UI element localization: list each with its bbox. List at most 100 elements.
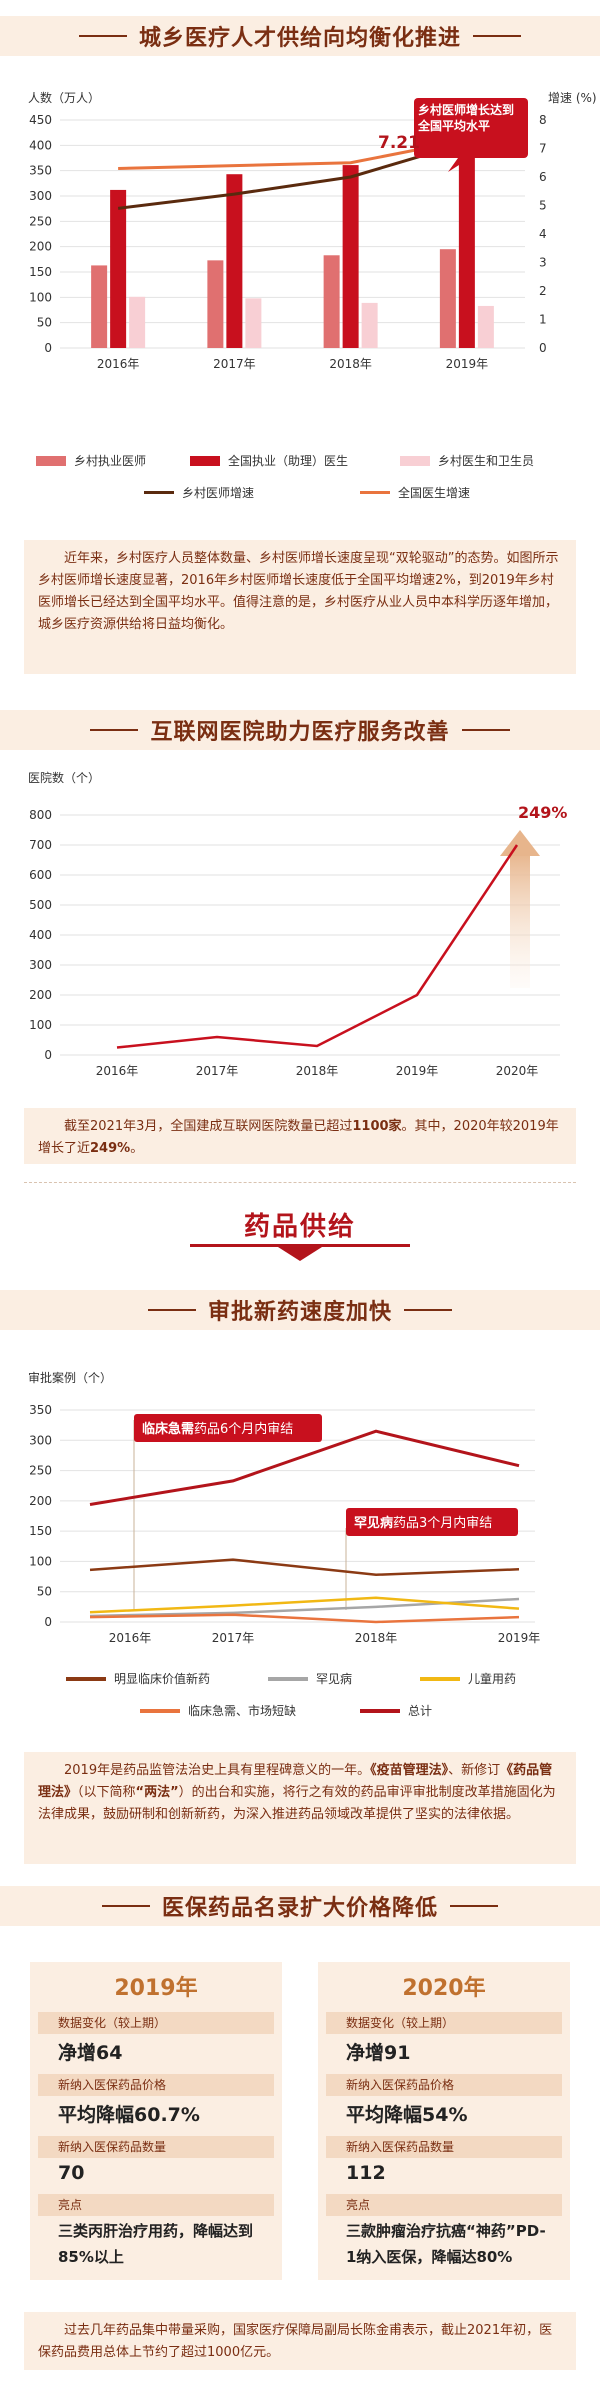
- title-line-left: [90, 729, 139, 731]
- y-tick-label: 700: [29, 838, 52, 852]
- y-tick-label: 250: [29, 1464, 52, 1478]
- section3-note: 2019年是药品监管法治史上具有里程碑意义的一年。《疫苗管理法》、新修订《药品管…: [24, 1752, 576, 1864]
- title-line-right: [473, 35, 521, 37]
- y-tick-label: 600: [29, 868, 52, 882]
- card-label-highlight: 亮点: [38, 2194, 274, 2216]
- y-tick-label: 100: [29, 290, 52, 304]
- chart-internet-hospitals: 医院数（个） 0 100 200 300 400 500 600 700 800 2016年 201…: [28, 770, 567, 1078]
- callout-text: 罕见病药品3个月内审结: [354, 1515, 492, 1531]
- growth-arrow-head: [500, 830, 540, 856]
- growth-label: 249%: [518, 803, 567, 822]
- card-year: 2019年: [114, 1976, 198, 2001]
- bar: [477, 305, 494, 348]
- title-line-left: [147, 1309, 196, 1311]
- growth-arrow: [500, 830, 540, 988]
- series-line: [89, 1429, 520, 1506]
- y-tick-label: 0: [44, 1048, 52, 1062]
- title-line-right: [461, 729, 510, 731]
- section2-title: 互联网医院助力医疗服务改善: [150, 720, 450, 745]
- title-line-left: [101, 1905, 150, 1907]
- chart1-left-axis-label: 人数（万人）: [28, 90, 100, 105]
- bar: [226, 174, 243, 348]
- series-line: [118, 138, 468, 170]
- bar: [439, 249, 456, 348]
- y-tick-label: 100: [29, 1554, 52, 1568]
- y-tick-label: 200: [29, 1494, 52, 1508]
- card-value-price: 平均降幅54%: [346, 2104, 468, 2126]
- y2-tick-label: 5: [539, 199, 547, 213]
- card-value-change: 净增91: [346, 2042, 411, 2064]
- section2-title-bar: 互联网医院助力医疗服务改善: [0, 710, 600, 750]
- chart-medical-talent: 人数（万人） 增速 (%) 05010015020025030035040045…: [28, 90, 597, 371]
- legend-swatch: [36, 455, 66, 466]
- series-line: [89, 1613, 520, 1624]
- chart3-legend: 明显临床价值新药 罕见病 儿童用药 临床急需、市场短缺 总计: [30, 1670, 590, 1730]
- section3-title-bar: 审批新药速度加快: [0, 1290, 600, 1330]
- legend-label: 乡村医师增速: [182, 486, 255, 500]
- note-bold: 《疫苗管理法》: [370, 1763, 449, 1778]
- section4-note: 过去几年药品集中带量采购，国家医疗保障局副局长陈金甫表示，截止2021年初，医保…: [24, 2312, 576, 2370]
- bar: [361, 302, 378, 348]
- section1-note: 近年来，乡村医疗人员整体数量、乡村医师增长速度呈现“双轮驱动”的态势。如图所示乡…: [24, 540, 576, 674]
- legend-label: 儿童用药: [468, 1672, 517, 1686]
- x-tick-label: 2018年: [329, 357, 372, 371]
- x-tick-label: 2016年: [109, 1631, 152, 1645]
- y-tick-label: 100: [29, 1018, 52, 1032]
- legend-label: 临床急需、市场短缺: [188, 1704, 297, 1718]
- y-tick-label: 300: [29, 189, 52, 203]
- note-text: 、新修订: [448, 1763, 501, 1778]
- callout-text: 临床急需药品6个月内审结: [142, 1421, 293, 1437]
- legend-swatch: [360, 491, 390, 494]
- card-value-change: 净增64: [58, 2042, 123, 2064]
- divider-dotted: [24, 1182, 576, 1183]
- chart2-axis-label: 医院数（个）: [28, 770, 100, 785]
- series-line: [116, 844, 519, 1049]
- legend-rural-growth: 乡村医师增速: [144, 484, 254, 501]
- y-tick-label: 400: [29, 928, 52, 942]
- y-tick-label: 500: [29, 898, 52, 912]
- bar: [110, 189, 127, 348]
- y-tick-label: 50: [37, 316, 52, 330]
- y-tick-label: 400: [29, 138, 52, 152]
- chart1-right-axis-label: 增速 (%): [548, 91, 597, 105]
- legend-label: 乡村执业医师: [74, 454, 147, 468]
- x-tick-label: 2019年: [498, 1631, 541, 1645]
- legend-swatch: [140, 1708, 180, 1713]
- y2-tick-label: 4: [539, 227, 547, 241]
- legend-rural-doctor: 乡村执业医师: [36, 452, 146, 469]
- x-tick-label: 2017年: [212, 1631, 255, 1645]
- section3-title: 审批新药速度加快: [207, 1300, 392, 1325]
- bar: [245, 298, 262, 348]
- legend-label: 总计: [408, 1704, 433, 1718]
- legend-label: 全国医生增速: [398, 486, 471, 500]
- chart-drug-approvals: 审批案例（个） 0 50 100 150 200 250 300 350 2016年 2017年 2…: [28, 1370, 541, 1645]
- legend-swatch: [268, 1676, 308, 1681]
- legend-label: 全国执业（助理）医生: [228, 454, 349, 468]
- note-bold: 《药品管理法》: [38, 1763, 553, 1800]
- y-tick-label: 200: [29, 240, 52, 254]
- y2-tick-label: 3: [539, 256, 547, 270]
- series-line: [89, 1558, 520, 1577]
- card-value-highlight: 三款肿瘤治疗抗癌“神药”PD-1纳入医保，降幅达80%: [346, 2222, 546, 2266]
- section2-note: 截至2021年3月，全国建成互联网医院数量已超过1100家。其中，2020年较2…: [24, 1108, 576, 1164]
- card-label-count: 新纳入医保药品数量: [326, 2136, 562, 2158]
- y-tick-label: 300: [29, 1433, 52, 1447]
- card-value-highlight: 三类丙肝治疗用药，降幅达到85%以上: [58, 2222, 254, 2266]
- callout-box: [414, 98, 528, 158]
- x-tick-label: 2020年: [496, 1064, 539, 1078]
- legend-swatch: [360, 1708, 400, 1713]
- note-text: ）的出台和实施，将行之有效的药品审评审批制度改革措施固化为法律成果，鼓励研制和创…: [38, 1785, 556, 1822]
- y-tick-label: 350: [29, 1403, 52, 1417]
- y-tick-label: 150: [29, 265, 52, 279]
- x-tick-label: 2018年: [355, 1631, 398, 1645]
- title-line-right: [404, 1309, 452, 1311]
- note-bold: 249%: [90, 1141, 131, 1156]
- y2-tick-label: 6: [539, 170, 547, 184]
- legend-national-growth: 全国医生增速: [360, 484, 470, 501]
- note-text: 截至2021年3月，全国建成互联网医院数量已超过: [64, 1119, 353, 1134]
- card-label-change: 数据变化（较上期）: [38, 2012, 274, 2034]
- y-tick-label: 300: [29, 958, 52, 972]
- legend-rare-disease: 罕见病: [268, 1670, 352, 1687]
- x-tick-label: 2019年: [396, 1064, 439, 1078]
